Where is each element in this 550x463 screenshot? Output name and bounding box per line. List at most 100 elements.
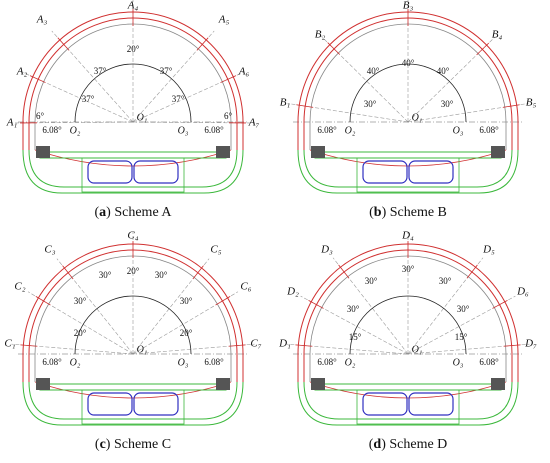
radial-line <box>407 103 529 123</box>
angle-arc <box>74 295 192 355</box>
joint <box>220 75 237 83</box>
center-label: O₃ <box>178 357 189 368</box>
angle-label: 6° <box>36 111 45 121</box>
center-label: O₁ <box>412 344 423 355</box>
invert-inner <box>28 381 238 420</box>
angle-label: 6.08° <box>42 357 62 367</box>
point-label: D₄ <box>401 230 414 242</box>
caption-text: ) Scheme B <box>382 205 447 220</box>
center-label: O₂ <box>345 125 356 136</box>
invert-inner <box>28 149 238 188</box>
radial-line <box>407 343 530 355</box>
caption-open: ( <box>95 205 100 220</box>
angle-label: 6.08° <box>204 357 224 367</box>
angle-label: 6.08° <box>204 125 224 135</box>
point-label: C₂ <box>14 281 25 293</box>
angle-label: 30° <box>99 270 112 280</box>
angle-label: 30° <box>347 304 360 314</box>
slab <box>39 151 227 159</box>
joint <box>57 37 70 51</box>
point-label: B₁ <box>280 97 291 109</box>
invert-red <box>34 381 232 399</box>
radial-line <box>11 343 134 355</box>
radial-line <box>407 36 496 123</box>
angle-label: 20° <box>74 328 87 338</box>
angle-label: 40° <box>367 66 380 76</box>
radial-line <box>132 343 255 355</box>
duct <box>362 160 408 184</box>
trough <box>81 157 185 193</box>
point-label: D₃ <box>320 244 333 256</box>
caption-letter: c <box>100 437 106 452</box>
point-label: B₃ <box>403 0 414 12</box>
joint <box>503 344 521 347</box>
joint <box>215 296 231 306</box>
angle-label: 30° <box>155 270 168 280</box>
angle-label: 6° <box>224 111 233 121</box>
slab <box>39 383 227 391</box>
invert-inner <box>303 149 513 188</box>
radial-line <box>321 36 409 123</box>
point-label: B₅ <box>526 97 537 109</box>
center-label: O₂ <box>70 357 81 368</box>
trough <box>356 389 460 425</box>
point-label: C₆ <box>240 281 251 293</box>
duct <box>87 392 133 416</box>
duct <box>133 392 179 416</box>
angle-arc <box>349 63 467 123</box>
point-label: A₅ <box>218 14 230 26</box>
joint <box>476 42 490 56</box>
angle-arc <box>349 295 467 355</box>
invert-outer <box>22 149 244 194</box>
radial-line <box>286 343 409 355</box>
caption: (c) Scheme C <box>95 437 171 452</box>
joint <box>295 344 313 347</box>
point-label: A₃ <box>36 14 48 26</box>
joint <box>296 104 314 108</box>
joint <box>20 344 38 347</box>
joint <box>192 265 204 280</box>
cable-box <box>216 146 230 158</box>
angle-label: 6.08° <box>317 357 337 367</box>
point-label: D₆ <box>516 286 529 298</box>
duct <box>87 160 133 184</box>
point-label: A₇ <box>248 117 260 129</box>
center-label: O₃ <box>453 357 464 368</box>
angle-label: 30° <box>457 304 470 314</box>
duct <box>408 160 454 184</box>
angle-label: 6.08° <box>317 125 337 135</box>
cable-box <box>311 146 325 158</box>
point-label: B₄ <box>492 29 503 41</box>
cable-box <box>36 378 50 390</box>
caption-letter: d <box>373 437 381 452</box>
point-label: C₄ <box>127 230 138 242</box>
radial-line <box>407 295 516 355</box>
angle-label: 20° <box>127 266 140 276</box>
point-label: A₆ <box>238 66 250 78</box>
trough <box>356 157 460 193</box>
center-label: O₁ <box>137 344 148 355</box>
invert-red <box>309 149 507 167</box>
caption-text: ) Scheme D <box>381 437 447 452</box>
radial-line <box>21 71 134 123</box>
caption-letter: b <box>374 205 382 220</box>
point-label: C₇ <box>250 338 261 350</box>
joint <box>327 42 341 55</box>
center-label: O₁ <box>137 112 148 123</box>
angle-label: 30° <box>180 296 193 306</box>
caption-open: ( <box>369 205 374 220</box>
cable-box <box>491 378 505 390</box>
angle-label: 37° <box>82 94 95 104</box>
point-label: C₃ <box>44 244 55 256</box>
joint <box>308 300 324 309</box>
joint <box>492 300 508 309</box>
angle-label: 30° <box>439 276 452 286</box>
joint <box>29 75 46 83</box>
joint <box>196 37 209 51</box>
joint <box>502 104 520 108</box>
trough <box>81 389 185 425</box>
center-label: O₃ <box>453 125 464 136</box>
angle-label: 6.08° <box>479 125 499 135</box>
